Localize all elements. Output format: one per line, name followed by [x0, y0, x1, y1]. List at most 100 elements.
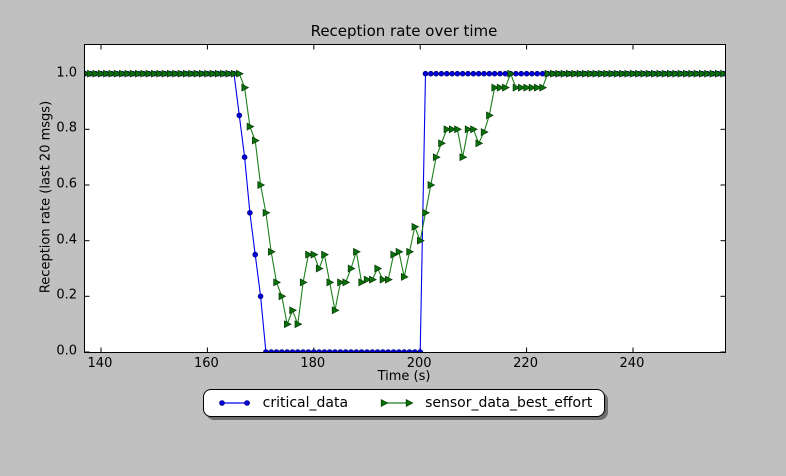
- sensor_data_best_effort-point: [544, 69, 553, 78]
- sensor_data_best_effort-point: [85, 71, 90, 77]
- sensor_data_best_effort-point: [661, 69, 670, 78]
- sensor_data_best_effort-point: [135, 69, 143, 78]
- x-axis-label: Time (s): [377, 369, 431, 384]
- sensor_data_best_effort-point: [241, 83, 250, 92]
- sensor_data_best_effort-point: [502, 83, 510, 92]
- sensor_data_best_effort-legend-marker: [380, 399, 389, 407]
- sensor_data_best_effort-point: [289, 306, 298, 315]
- sensor_data_best_effort-point: [315, 264, 324, 273]
- critical_data-point: [523, 70, 530, 77]
- sensor_data_best_effort-point: [87, 69, 95, 78]
- sensor_data_best_effort-point: [534, 83, 542, 92]
- sensor_data_best_effort-point: [714, 69, 723, 78]
- sensor_data_best_effort-point: [172, 69, 180, 78]
- sensor_data_best_effort-point: [369, 275, 377, 284]
- sensor_data_best_effort-point: [698, 69, 707, 78]
- y-tick-label: 1.0: [56, 65, 77, 81]
- sensor_data_best_effort-point: [459, 153, 468, 162]
- critical_data-point: [321, 349, 328, 352]
- sensor_data_best_effort-point: [635, 69, 643, 78]
- sensor_data_best_effort-point: [177, 69, 186, 78]
- critical_data-legend-marker: [218, 400, 225, 406]
- critical_data-point: [353, 349, 360, 352]
- x-tick-label: 220: [513, 356, 538, 371]
- sensor_data_best_effort-point: [262, 208, 271, 217]
- sensor_data_best_effort-point: [108, 69, 117, 78]
- chart-canvas: [85, 45, 725, 352]
- sensor_data_best_effort-point: [656, 69, 665, 78]
- critical_data-point: [380, 349, 386, 352]
- sensor_data_best_effort-point: [651, 69, 659, 78]
- sensor_data_best_effort-point: [608, 69, 617, 78]
- critical_data-point: [342, 349, 349, 352]
- sensor_data_best_effort-point: [523, 83, 532, 92]
- sensor_data_best_effort-point: [209, 69, 218, 78]
- critical_data-point: [422, 70, 429, 77]
- sensor_data_best_effort-point: [555, 69, 564, 78]
- y-tick-label: 0.8: [56, 120, 77, 136]
- sensor_data_best_effort-point: [284, 320, 292, 329]
- sensor_data_best_effort-point: [103, 69, 111, 78]
- critical_data-point: [364, 349, 370, 352]
- critical_data-point: [529, 70, 535, 77]
- critical_data-point: [497, 70, 503, 77]
- sensor_data_best_effort-point: [624, 69, 633, 78]
- sensor_data_best_effort-point: [475, 139, 484, 148]
- critical_data-point: [486, 70, 493, 77]
- sensor_data_best_effort-point: [464, 125, 473, 134]
- sensor_data_best_effort-point: [151, 69, 159, 78]
- sensor_data_best_effort-point: [427, 181, 436, 189]
- critical_data-point: [481, 70, 487, 77]
- critical_data-point: [236, 112, 243, 119]
- critical_data-point: [279, 349, 285, 352]
- critical_data-point: [284, 349, 290, 352]
- critical_data-point: [396, 349, 402, 352]
- sensor_data_best_effort-point: [597, 69, 606, 78]
- sensor_data_best_effort-point: [156, 69, 165, 78]
- critical_data-point: [491, 70, 498, 77]
- critical_data-point: [289, 349, 296, 352]
- sensor_data_best_effort-point: [470, 125, 478, 134]
- sensor_data_best_effort-point: [443, 125, 452, 134]
- legend-label-sensor-data-best-effort: sensor_data_best_effort: [425, 395, 593, 411]
- sensor_data_best_effort-point: [113, 69, 122, 78]
- x-tick-label: 180: [300, 356, 326, 371]
- sensor_data_best_effort-point: [592, 69, 601, 78]
- critical_data-point: [518, 70, 525, 77]
- critical_data-point: [332, 349, 338, 352]
- sensor_data_best_effort-point: [395, 247, 404, 256]
- critical_data-point: [348, 349, 354, 352]
- sensor_data_best_effort-point: [512, 83, 521, 92]
- critical_data-point: [295, 349, 301, 352]
- x-tick-label: 140: [87, 356, 113, 371]
- critical_data-point: [438, 70, 445, 77]
- sensor_data_best_effort-point: [401, 272, 409, 281]
- sensor_data_best_effort-point: [220, 69, 228, 78]
- sensor_data_best_effort-point: [496, 83, 505, 92]
- critical_data-point: [326, 349, 333, 352]
- critical_data-point: [305, 349, 312, 352]
- chart-title: Reception rate over time: [310, 22, 498, 40]
- sensor_data_best_effort-point: [310, 250, 319, 259]
- critical_data-point: [390, 349, 397, 352]
- critical_data-point: [300, 349, 306, 352]
- sensor_data_best_effort-point: [268, 247, 276, 256]
- critical_data-point: [502, 70, 509, 77]
- sensor_data_best_effort-point: [198, 69, 207, 78]
- critical_data-point: [273, 349, 280, 352]
- sensor_data_best_effort-point: [379, 275, 388, 284]
- critical_data-point: [417, 349, 423, 352]
- critical_data-point: [475, 70, 482, 77]
- sensor_data_best_effort-point: [417, 236, 425, 245]
- sensor_data_best_effort-point: [385, 275, 393, 284]
- critical_data-point: [311, 349, 317, 352]
- sensor_data_best_effort-point: [683, 69, 691, 78]
- y-tick-label: 0.2: [56, 287, 77, 303]
- sensor_data_best_effort-point: [454, 125, 462, 134]
- sensor_data_best_effort-point: [432, 153, 441, 162]
- sensor_data_best_effort-point: [645, 69, 654, 78]
- critical_data-point: [449, 70, 455, 77]
- sensor_data_best_effort-point: [603, 69, 611, 78]
- sensor_data_best_effort-point: [486, 111, 494, 120]
